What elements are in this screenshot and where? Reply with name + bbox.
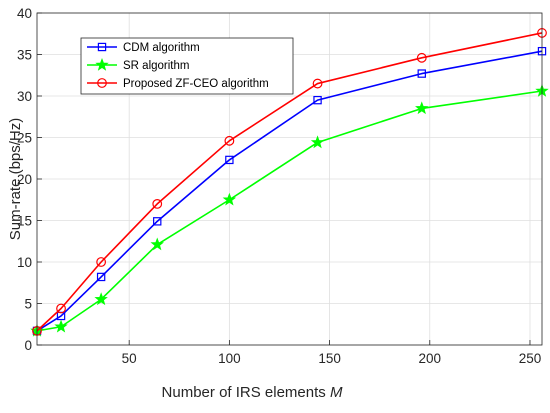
data-point [224,135,235,146]
legend-entry: CDM algorithm [123,42,200,54]
x-tick-label: 50 [122,351,137,366]
data-point [310,135,325,149]
series-layer [30,28,549,337]
y-tick-label: 5 [24,297,32,312]
ticks: 50 100 150 200 250 0 5 10 15 20 25 30 35 40 [17,6,541,366]
data-point [313,95,322,105]
y-tick-label: 35 [17,48,32,63]
y-tick-label: 30 [17,89,32,104]
series-line [36,90,543,332]
data-point [222,192,237,206]
legend-entry: Proposed ZF-CEO algorithm [123,78,269,90]
x-axis-title: Number of IRS elements M [162,384,343,401]
series-3 [32,28,547,336]
y-tick-label: 20 [17,172,32,187]
x-tick-label: 100 [218,351,241,366]
x-tick-label: 150 [318,351,341,366]
data-point [416,52,427,63]
data-point [94,292,108,306]
legend-marker [95,57,109,71]
y-tick-label: 25 [17,131,32,146]
x-axis-title-text: Number of IRS elements [162,384,326,401]
data-point [96,257,107,267]
x-tick-label: 200 [419,351,442,366]
data-point [153,217,162,226]
data-point [415,101,429,115]
y-tick-label: 40 [17,6,32,21]
data-point [150,237,164,251]
x-tick-label: 250 [519,351,542,366]
y-tick-label: 10 [17,255,32,270]
series-line [36,50,543,332]
series-line [36,32,543,332]
legend-entry: SR algorithm [123,60,189,72]
y-tick-label: 15 [17,214,32,229]
data-point [417,69,426,78]
legend-marker [97,42,107,52]
legend: CDM algorithm SR algorithm Proposed ZF-CEO… [80,37,294,95]
legend-marker [97,78,107,88]
data-point [225,155,234,165]
data-point [152,198,163,209]
data-point [312,78,323,89]
y-tick-label: 0 [24,338,32,353]
data-point [54,319,68,333]
data-point [96,272,106,282]
y-axis-title: Sum-rate (bps/Hz) [7,118,24,241]
x-axis-title-var: M [330,384,343,401]
data-point [56,303,66,314]
